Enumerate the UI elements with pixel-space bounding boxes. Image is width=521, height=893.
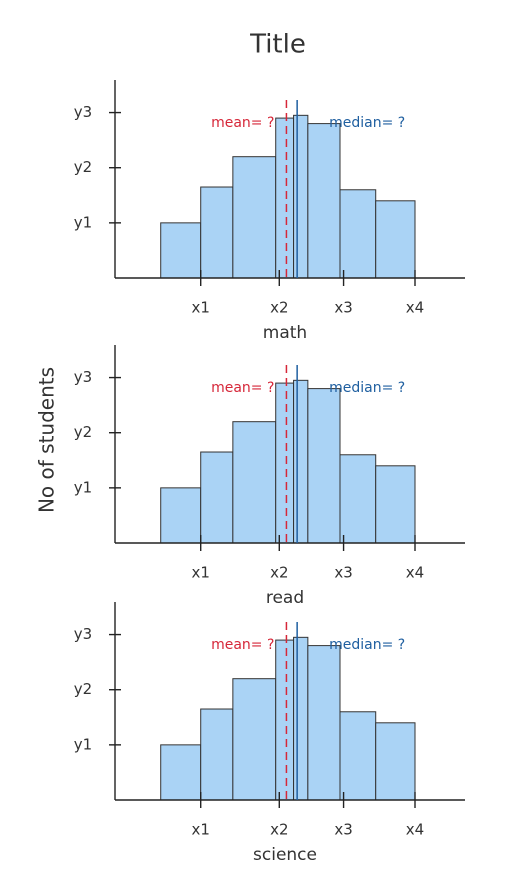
x-tick-label: x4 [406, 821, 424, 839]
x-tick-label: x3 [334, 564, 352, 582]
bar [293, 379, 309, 544]
bar [293, 636, 309, 801]
y-tick-label: y1 [74, 735, 92, 753]
y-axis-label: No of students [35, 367, 59, 513]
bar [232, 156, 277, 279]
bar [375, 465, 416, 544]
bar [307, 388, 341, 544]
bar [339, 711, 377, 801]
y-tick-label: y1 [74, 478, 92, 496]
y-tick-label: y1 [74, 213, 92, 231]
bar [200, 186, 234, 279]
bar [307, 645, 341, 801]
chart-title: Title [249, 30, 306, 60]
bar [293, 114, 309, 279]
ref-label: median= ? [329, 115, 405, 131]
x-axis-label: science [253, 845, 317, 865]
y-tick-label: y2 [74, 158, 92, 176]
bar [200, 708, 234, 801]
bar [275, 117, 295, 279]
bar [200, 451, 234, 544]
y-tick-label: y2 [74, 423, 92, 441]
bar [275, 382, 295, 544]
ref-label: mean= ? [211, 637, 274, 653]
ref-label: median= ? [329, 380, 405, 396]
bar [232, 421, 277, 544]
y-tick-label: y3 [74, 103, 92, 121]
bar [160, 487, 202, 544]
ref-label: mean= ? [211, 115, 274, 131]
bar [307, 123, 341, 279]
bar [160, 744, 202, 801]
x-tick-label: x4 [406, 564, 424, 582]
bar [275, 639, 295, 801]
x-tick-label: x2 [270, 821, 288, 839]
bar [375, 722, 416, 801]
y-tick-label: y2 [74, 680, 92, 698]
x-tick-label: x3 [334, 821, 352, 839]
ref-label: mean= ? [211, 380, 274, 396]
y-tick-label: y3 [74, 368, 92, 386]
bar [232, 678, 277, 801]
x-tick-label: x3 [334, 299, 352, 317]
x-tick-label: x1 [192, 299, 210, 317]
x-tick-label: x2 [270, 299, 288, 317]
x-tick-label: x4 [406, 299, 424, 317]
y-tick-label: y3 [74, 625, 92, 643]
bar [339, 189, 377, 279]
x-axis-label: math [263, 323, 307, 343]
bar [375, 200, 416, 279]
ref-label: median= ? [329, 637, 405, 653]
x-tick-label: x1 [192, 564, 210, 582]
bar [160, 222, 202, 279]
x-tick-label: x2 [270, 564, 288, 582]
bar [339, 454, 377, 544]
x-tick-label: x1 [192, 821, 210, 839]
x-axis-label: read [266, 588, 304, 608]
